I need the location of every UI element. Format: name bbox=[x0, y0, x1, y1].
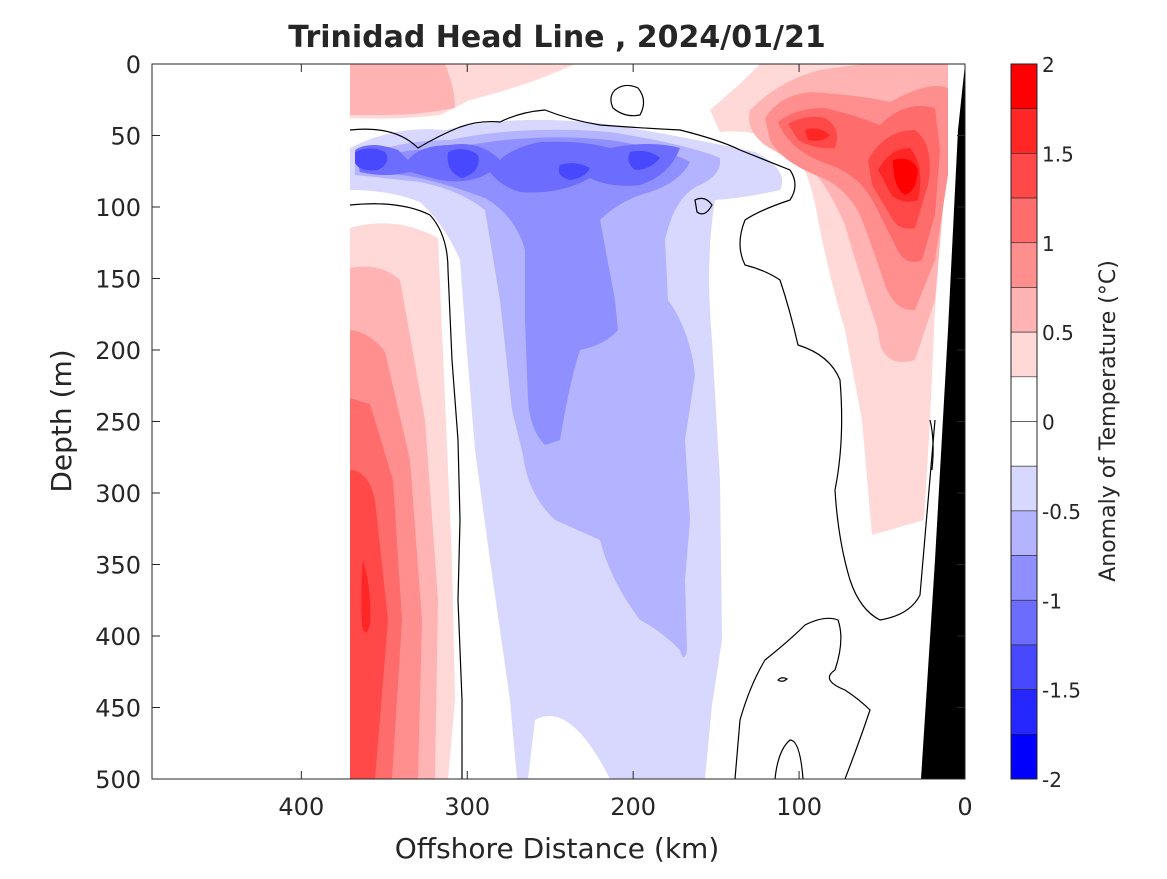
x-tick-label: 100 bbox=[776, 793, 822, 821]
colorbar-swatch bbox=[1010, 287, 1038, 333]
warm-nearshore-peak bbox=[893, 158, 918, 195]
warm-offshore-core bbox=[361, 560, 371, 633]
cold-core-a bbox=[355, 148, 388, 171]
colorbar-tick-label: 0 bbox=[1042, 411, 1055, 435]
colorbar-label: Anomaly of Temperature (°C) bbox=[1096, 260, 1121, 582]
colorbar-swatch bbox=[1010, 465, 1038, 512]
chart-title: Trinidad Head Line , 2024/01/21 bbox=[288, 20, 825, 55]
y-tick-label: 300 bbox=[95, 480, 141, 508]
colorbar-swatch bbox=[1010, 197, 1038, 244]
y-tick-label: 450 bbox=[95, 695, 141, 723]
y-tick-label: 500 bbox=[95, 766, 141, 794]
colorbar-frame bbox=[1010, 63, 1038, 780]
colorbar: 2 1.5 1 0.5 0 -0.5 -1 -1.5 -2 bbox=[1010, 53, 1081, 792]
bathymetry bbox=[921, 64, 965, 779]
cold-core-c bbox=[628, 150, 660, 170]
cold-core-d bbox=[558, 163, 590, 180]
x-axis-label: Offshore Distance (km) bbox=[395, 832, 720, 865]
temperature-field bbox=[349, 64, 965, 779]
zero-contour-right bbox=[929, 419, 934, 471]
x-axis: 400 300 200 100 0 bbox=[278, 64, 973, 821]
zero-contour-offshore bbox=[349, 203, 463, 779]
x-tick-label: 0 bbox=[957, 793, 972, 821]
warm-nearshore-band-5 bbox=[788, 116, 930, 229]
y-tick-label: 250 bbox=[95, 409, 141, 437]
colorbar-swatch bbox=[1010, 108, 1038, 154]
colorbar-swatch bbox=[1010, 555, 1038, 601]
colorbar-swatch bbox=[1010, 510, 1038, 556]
zero-contour-loop-small bbox=[777, 677, 789, 682]
y-tick-label: 50 bbox=[110, 123, 141, 151]
zero-contour-deep bbox=[734, 617, 871, 779]
cold-band-3 bbox=[360, 137, 690, 446]
cold-spot-deep bbox=[627, 447, 640, 477]
colorbar-tick-label: 2 bbox=[1042, 53, 1055, 77]
y-tick-label: 200 bbox=[95, 337, 141, 365]
y-tick-label: 0 bbox=[126, 51, 141, 79]
colorbar-swatch bbox=[1010, 689, 1038, 735]
colorbar-swatch bbox=[1010, 242, 1038, 288]
colorbar-tick-label: -2 bbox=[1042, 768, 1062, 792]
warm-surface-peak bbox=[805, 128, 830, 141]
cold-band-4 bbox=[355, 141, 680, 193]
colorbar-tick-label: 1 bbox=[1042, 232, 1055, 256]
colorbar-swatch bbox=[1010, 331, 1038, 378]
colorbar-swatch bbox=[1010, 63, 1038, 109]
warm-surface-strip-2 bbox=[350, 64, 455, 115]
y-axis: 0 50 100 150 200 250 300 350 400 450 500 bbox=[95, 51, 965, 794]
zero-contour-loop-top bbox=[610, 84, 645, 117]
colorbar-tick-label: -0.5 bbox=[1042, 500, 1081, 524]
cold-core-b bbox=[447, 149, 479, 178]
colorbar-tick-label: -1 bbox=[1042, 589, 1062, 613]
colorbar-swatch bbox=[1010, 421, 1038, 467]
y-tick-label: 350 bbox=[95, 552, 141, 580]
x-tick-label: 300 bbox=[444, 793, 490, 821]
zero-contour-deep-2 bbox=[774, 739, 804, 779]
y-tick-label: 100 bbox=[95, 194, 141, 222]
y-axis-label: Depth (m) bbox=[45, 349, 78, 492]
colorbar-tick-label: 0.5 bbox=[1042, 321, 1074, 345]
colorbar-swatch bbox=[1010, 153, 1038, 199]
colorbar-swatch bbox=[1010, 376, 1038, 422]
zero-contour-small bbox=[694, 197, 713, 215]
zero-contour-upper bbox=[349, 109, 936, 621]
colorbar-tick-label: 1.5 bbox=[1042, 142, 1074, 166]
x-tick-label: 200 bbox=[610, 793, 656, 821]
x-tick-label: 400 bbox=[278, 793, 324, 821]
y-tick-label: 400 bbox=[95, 623, 141, 651]
colorbar-swatch bbox=[1010, 734, 1038, 780]
y-tick-label: 150 bbox=[95, 266, 141, 294]
colorbar-swatch bbox=[1010, 644, 1038, 690]
colorbar-tick-label: -1.5 bbox=[1042, 679, 1081, 703]
colorbar-swatch bbox=[1010, 599, 1038, 646]
